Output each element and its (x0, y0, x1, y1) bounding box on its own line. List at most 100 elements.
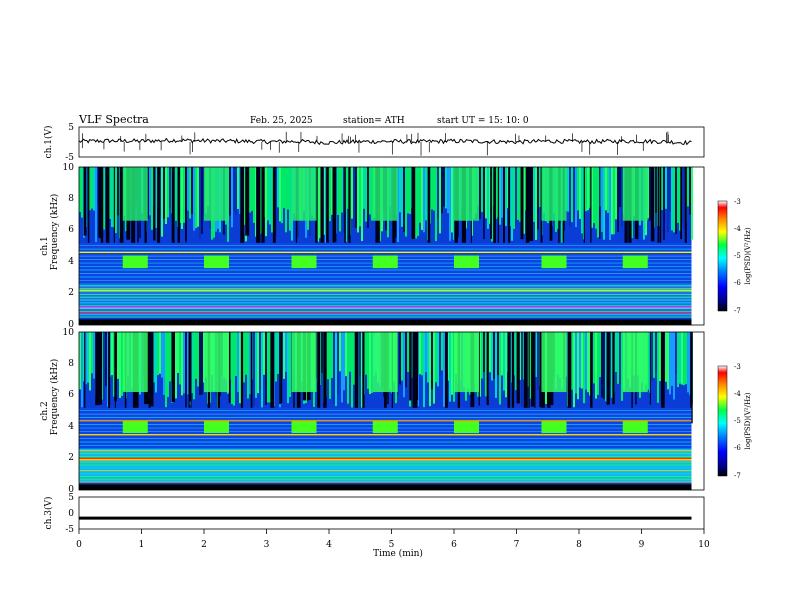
spectrogram-streak (95, 167, 97, 243)
spectrogram-streak (655, 167, 657, 213)
spectrogram-streak (671, 332, 673, 386)
spectrogram-streak (149, 167, 151, 216)
spectrogram-streak (441, 167, 443, 214)
spectrogram-streak (597, 332, 599, 395)
transmitter-block (372, 255, 398, 269)
spectrogram-streak (577, 167, 579, 211)
spectrogram-streak (347, 167, 349, 209)
spectrogram-streak (603, 332, 605, 400)
spectrogram-streak (157, 332, 159, 376)
sferic-column (590, 332, 593, 416)
transmitter-block (291, 420, 317, 434)
spectrogram-streak (481, 332, 483, 379)
burst-region (541, 167, 567, 221)
spectrogram-streak (187, 167, 189, 211)
spectrogram-streak (353, 332, 355, 385)
spectrogram-streak (443, 167, 445, 207)
spectrogram-streak (591, 167, 593, 228)
x-tick-label: 5 (389, 540, 395, 550)
spectrogram-streak (369, 167, 371, 215)
x-tick-label: 1 (139, 540, 145, 550)
spectrogram-streak (423, 167, 425, 233)
spectrogram-streak (589, 167, 591, 208)
spectrogram-streak (429, 332, 431, 407)
sferic-column (95, 332, 100, 406)
spectrogram-streak (341, 167, 343, 213)
spectrogram-streak (681, 332, 683, 385)
spectrogram-streak (675, 167, 677, 235)
sferic-column (362, 332, 365, 409)
transmitter-block (204, 255, 229, 269)
spectrogram-streak (267, 167, 269, 221)
sferic-column (490, 167, 492, 239)
spectrogram-streak (515, 332, 517, 391)
spectrogram-streak (187, 332, 189, 395)
sferic-column (525, 167, 530, 254)
spectrogram-streak (277, 332, 279, 374)
ch1-spec-ytick-4: 4 (68, 257, 74, 267)
spectrogram-streak (277, 167, 279, 208)
ch1-colorbar-label: log(PSD)(V²/Hz) (744, 227, 752, 284)
sferic-column (607, 332, 610, 405)
spectrogram-streak (401, 167, 403, 227)
spectrogram-streak (267, 332, 269, 403)
spectrogram-streak (287, 167, 289, 210)
sferic-column (188, 332, 190, 415)
ch1-cb-tick-6: -6 (734, 279, 741, 287)
spectrogram-streak (521, 332, 523, 406)
spectrogram-streak (345, 332, 347, 377)
spectrogram-streak (365, 332, 367, 375)
spectrogram-streak (169, 167, 171, 209)
ch1-spectrogram-panel: 0 2 4 6 8 10 ch.1 Frequency (kHz) -3 -4 … (40, 163, 752, 330)
spectrogram-streak (265, 167, 267, 237)
ch1-cb-tick-5: -5 (734, 252, 741, 260)
spectrogram-streak (451, 332, 453, 395)
spectrogram-streak (269, 167, 271, 225)
spectrogram-streak (535, 332, 537, 378)
spectrogram-streak (79, 167, 81, 213)
spectrogram-streak (483, 167, 485, 240)
spectrogram-streak (439, 332, 441, 376)
sferic-column (520, 167, 524, 240)
ch1-spec-ytick-8: 8 (68, 194, 74, 204)
spectrogram-streak (163, 332, 165, 395)
burst-region (122, 167, 148, 221)
spectrogram-streak (421, 167, 423, 230)
spectrogram-streak (605, 332, 607, 402)
sferic-column (98, 167, 102, 237)
sferic-column (87, 167, 90, 248)
spectrogram-streak (481, 167, 483, 213)
spectrogram-streak (193, 332, 195, 400)
spectrogram-streak (317, 167, 319, 242)
spectrogram-streak (573, 332, 575, 408)
ch2-spec-ytick-4: 4 (68, 422, 74, 432)
x-tick-label: 2 (201, 540, 207, 550)
ch1-frequency-label: Frequency (kHz) (49, 194, 60, 271)
transmitter-block (122, 255, 148, 269)
spectrogram-streak (667, 167, 669, 232)
sferic-column (507, 332, 511, 419)
spectrogram-streak (163, 167, 165, 219)
spectrogram-streak (683, 167, 685, 230)
spectrogram-streak (539, 167, 541, 207)
ch2-cb-tick-5: -5 (734, 417, 741, 425)
spectrogram-streak (441, 332, 443, 371)
spectrogram-streak (235, 167, 237, 216)
sferic-column (599, 167, 601, 239)
spectrogram-streak (511, 167, 513, 241)
spectrogram-streak (191, 167, 193, 214)
sferic-column (528, 332, 530, 421)
spectrogram-streak (199, 167, 201, 239)
sferic-column (171, 167, 175, 248)
spectrogram-streak (359, 332, 361, 376)
spectrogram-streak (237, 332, 239, 392)
spectrogram-streak (159, 332, 161, 374)
ch1-spec-ytick-0: 0 (68, 320, 74, 330)
spectrogram-streak (109, 167, 111, 219)
spectrogram-streak (361, 167, 363, 242)
spectrogram-streak (325, 167, 327, 243)
spectrogram-streak (111, 332, 113, 376)
spectrogram-streak (609, 167, 611, 241)
spectrogram-streak (233, 332, 235, 406)
spectrogram-streak (81, 167, 83, 218)
